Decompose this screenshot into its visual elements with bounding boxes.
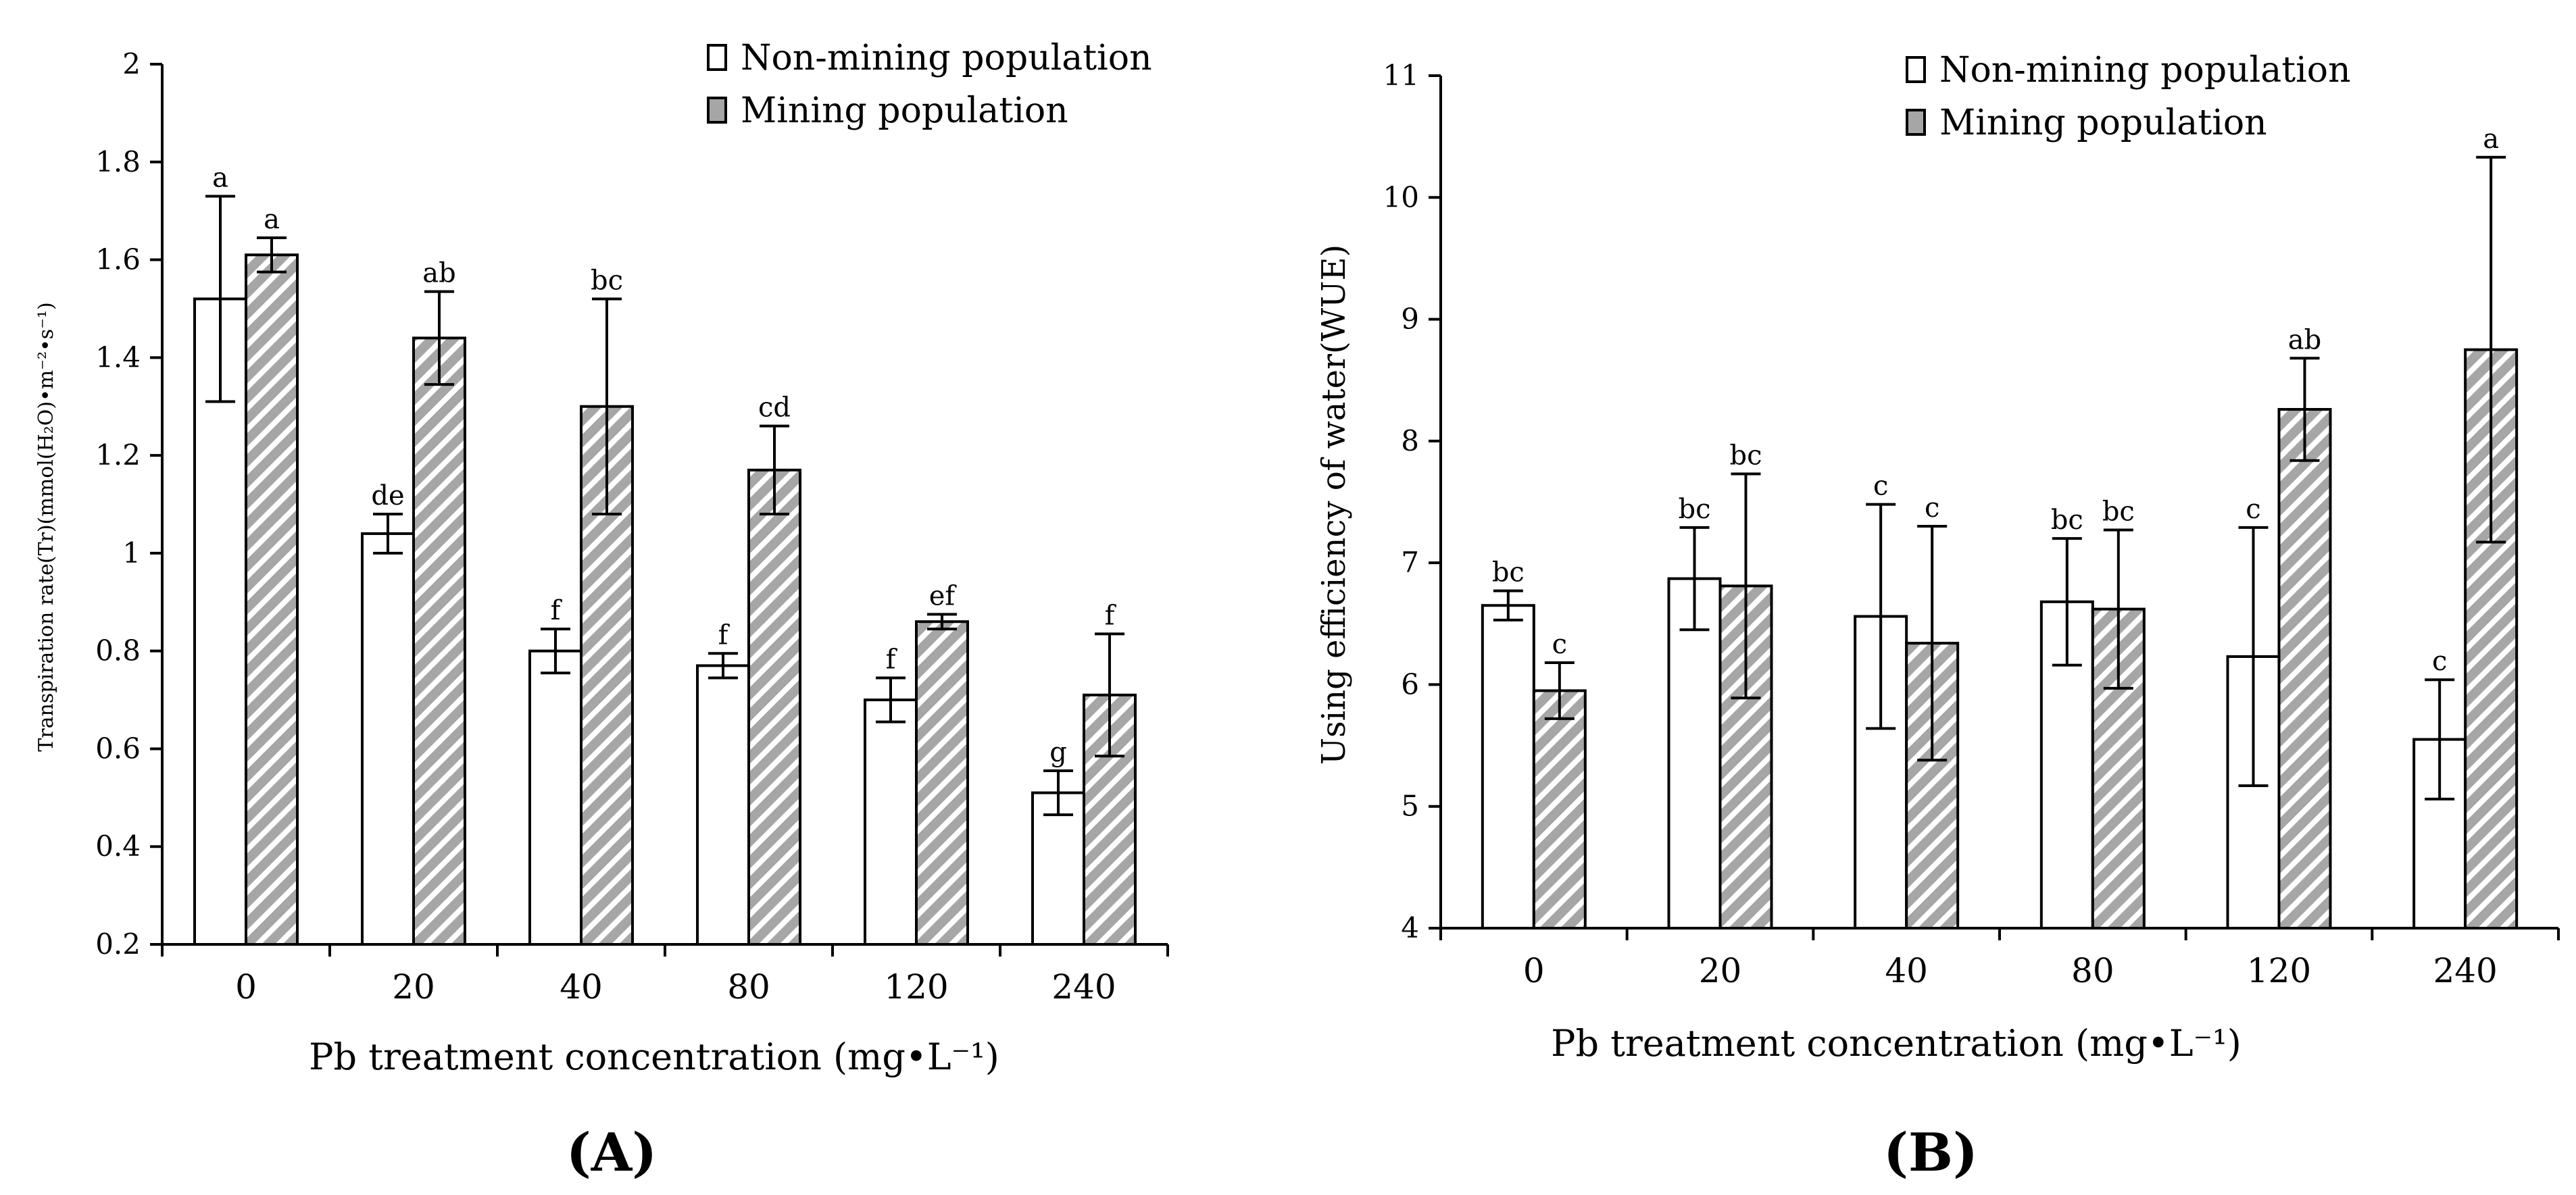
panel-a-significance-label: g xyxy=(1049,737,1067,768)
panel-a-significance-label: de xyxy=(371,480,404,511)
panel-b-y-tick-label: 10 xyxy=(1383,180,1419,213)
panel-a-ylabel-text: Transpiration rate(Tr)(mmol(H₂O)•m⁻²•s⁻¹… xyxy=(34,302,58,751)
panel-a-x-tick-label: 20 xyxy=(392,967,435,1007)
panel-a-significance-label: a xyxy=(212,162,228,193)
panel-b-significance-label: c xyxy=(1925,492,1939,524)
panel-a-significance-label: f xyxy=(551,595,563,626)
panel-b-significance-label: bc xyxy=(1492,557,1525,588)
panel-b-significance-label: c xyxy=(2246,494,2260,525)
panel-a-bar-non-mining xyxy=(528,649,583,946)
panel-b-significance-label: c xyxy=(1552,629,1567,660)
panel-a-bar-non-mining xyxy=(864,698,918,946)
panel-b-x-tick-label: 80 xyxy=(2071,951,2114,990)
panel-a-y-tick-label: 0.2 xyxy=(95,927,141,961)
panel-b-y-tick-label: 8 xyxy=(1401,424,1419,457)
legend-swatch-non-mining xyxy=(707,44,727,71)
panel-a-bar-mining xyxy=(915,620,969,946)
panel-a-plot: 0.20.40.60.811.21.41.61.820aa20deab40fbc… xyxy=(95,47,1169,1007)
panel-b-significance-label: bc xyxy=(2102,496,2135,527)
panel-b-legend: Non-mining population Mining population xyxy=(1906,50,2351,143)
panel-b-bar-non-mining xyxy=(1667,577,1722,930)
panel-b-x-tick-label: 0 xyxy=(1523,951,1545,990)
panel-b-xlabel-text: Pb treatment concentration (mg•L⁻¹) xyxy=(1551,1022,2241,1065)
panel-a-x-tick-label: 40 xyxy=(560,967,603,1007)
panel-a-ylabel: Transpiration rate(Tr)(mmol(H₂O)•m⁻²•s⁻¹… xyxy=(34,302,58,751)
legend-label-non-mining: Non-mining population xyxy=(741,38,1152,78)
legend-label-mining: Mining population xyxy=(741,91,1068,131)
legend-swatch-non-mining xyxy=(1906,56,1926,83)
panel-b-y-tick-label: 6 xyxy=(1401,667,1419,701)
panel-b-significance-label: bc xyxy=(1678,494,1710,525)
panel-b-significance-label: c xyxy=(1873,471,1888,502)
panel-b-y-tick-label: 4 xyxy=(1401,911,1419,944)
panel-b-y-tick-label: 11 xyxy=(1383,59,1419,92)
legend-swatch-mining xyxy=(707,97,727,124)
panel-a-significance-label: f xyxy=(1105,600,1117,631)
panel-a-y-tick-label: 2 xyxy=(122,47,141,80)
panel-b-significance-label: c xyxy=(2432,646,2447,677)
panel-a-y-tick-label: 1.4 xyxy=(95,340,141,374)
panel-a-bar-mining xyxy=(747,468,801,946)
panel-a-y-tick-label: 0.6 xyxy=(95,732,141,765)
panel-a-x-tick-label: 120 xyxy=(884,967,948,1007)
panel-b-letter: (B) xyxy=(1883,1122,1978,1184)
panel-a-x-tick-label: 240 xyxy=(1051,967,1116,1007)
panel-a-y-tick-label: 0.4 xyxy=(95,830,141,863)
panel-a-significance-label: cd xyxy=(758,392,791,424)
panel-a-bar-non-mining xyxy=(696,664,750,946)
legend-label-non-mining: Non-mining population xyxy=(1939,50,2351,91)
panel-b-xlabel: Pb treatment concentration (mg•L⁻¹) xyxy=(1551,1022,2241,1065)
panel-a-legend: Non-mining population Mining population xyxy=(707,38,1152,131)
panel-b-y-tick-label: 5 xyxy=(1401,790,1419,823)
panel-b-bar-mining xyxy=(1532,689,1587,930)
panel-a-significance-label: f xyxy=(718,619,730,651)
panel-a-y-tick-label: 0.8 xyxy=(95,634,141,667)
legend-label-mining: Mining population xyxy=(1939,103,2267,143)
panel-b-significance-label: bc xyxy=(2051,505,2083,536)
panel-b-x-tick-label: 240 xyxy=(2433,951,2497,990)
panel-b-x-tick-label: 20 xyxy=(1699,951,1742,990)
panel-a-xlabel: Pb treatment concentration (mg•L⁻¹) xyxy=(309,1036,999,1078)
panel-a-bar-mining xyxy=(245,253,299,946)
panel-b-bar-non-mining xyxy=(1481,604,1535,930)
panel-a-y-tick-label: 1.2 xyxy=(95,438,141,472)
panel-b-x-tick-label: 120 xyxy=(2247,951,2311,990)
panel-b-y-tick-label: 7 xyxy=(1401,546,1419,579)
panel-b-letter-text: B xyxy=(1908,1122,1953,1184)
panel-b-significance-label: bc xyxy=(1729,440,1762,472)
panel-a-significance-label: f xyxy=(886,644,898,675)
panel-a-x-tick-label: 80 xyxy=(727,967,770,1007)
panel-b-ylabel-text: Using efficiency of water(WUE) xyxy=(1315,245,1353,765)
panel-a-bar-mining xyxy=(412,336,466,946)
panel-a: 0.20.40.60.811.21.41.61.820aa20deab40fbc… xyxy=(34,38,1169,1184)
panel-a-x-tick-label: 0 xyxy=(235,967,257,1007)
panel-a-significance-label: bc xyxy=(591,265,623,296)
panel-a-xlabel-text: Pb treatment concentration (mg•L⁻¹) xyxy=(309,1036,999,1078)
panel-b-ylabel: Using efficiency of water(WUE) xyxy=(1315,245,1353,765)
panel-a-letter: (A) xyxy=(566,1122,657,1184)
panel-b-x-tick-label: 40 xyxy=(1885,951,1928,990)
panel-b-bar-mining xyxy=(2277,407,2332,930)
panel-a-significance-label: ab xyxy=(422,258,455,289)
legend-swatch-mining xyxy=(1906,109,1926,136)
panel-b-significance-label: a xyxy=(2483,124,2499,155)
panel-b-y-tick-label: 9 xyxy=(1401,303,1419,336)
panel-a-significance-label: a xyxy=(264,204,280,235)
panel-a-letter-text: A xyxy=(591,1122,633,1184)
panel-a-y-tick-label: 1 xyxy=(122,536,141,569)
panel-a-bar-non-mining xyxy=(361,532,415,946)
panel-a-y-tick-label: 1.8 xyxy=(95,145,141,178)
panel-a-significance-label: ef xyxy=(929,580,958,611)
panel-b-significance-label: ab xyxy=(2288,324,2321,355)
panel-a-y-tick-label: 1.6 xyxy=(95,243,141,276)
